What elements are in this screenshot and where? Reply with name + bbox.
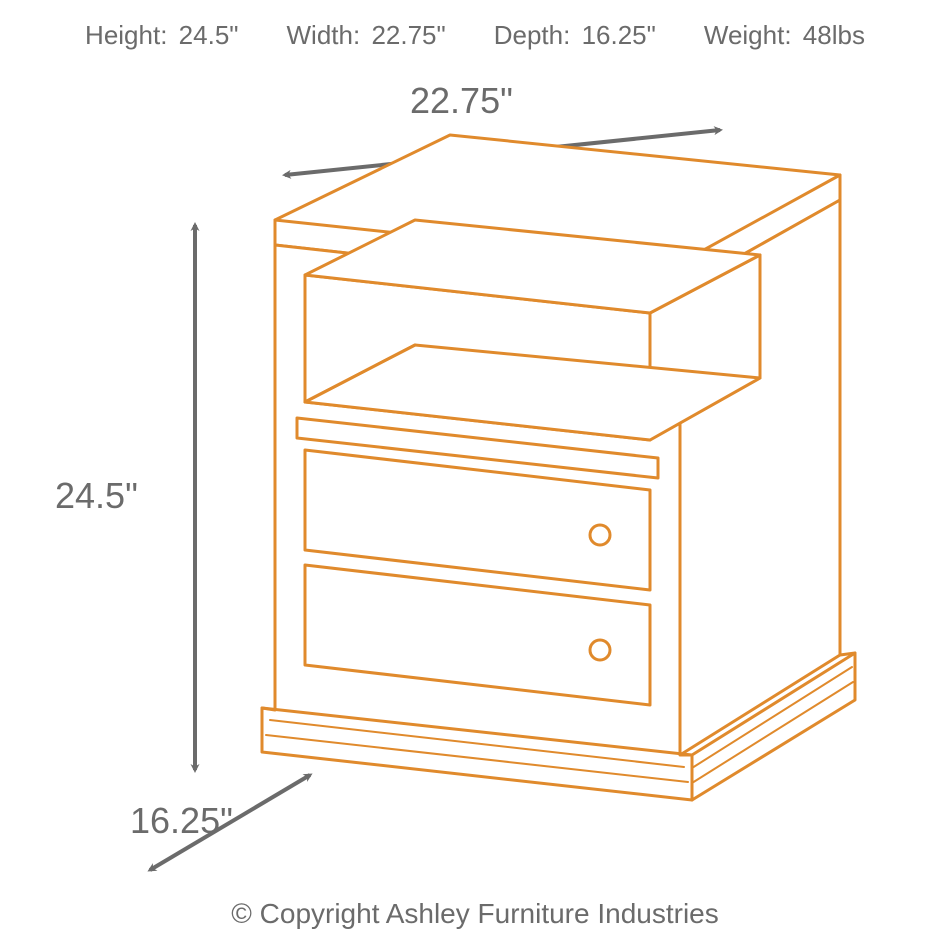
nightstand-drawing [262,135,855,800]
furniture-diagram [0,0,950,950]
drawer-2-knob [590,640,610,660]
depth-dimension-arrow [150,775,310,870]
drawer-1-knob [590,525,610,545]
